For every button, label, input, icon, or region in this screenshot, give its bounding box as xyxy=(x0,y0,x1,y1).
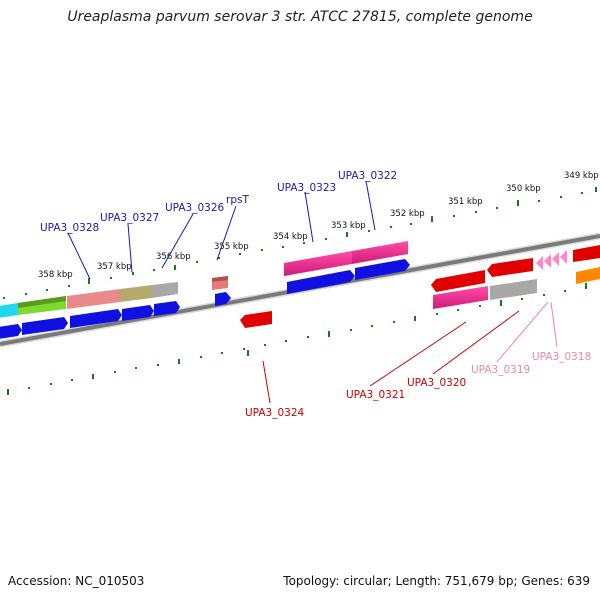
scale-label: 356 kbp xyxy=(156,252,191,262)
gene-feature xyxy=(212,276,228,282)
gene-feature xyxy=(284,251,352,276)
gene-feature xyxy=(240,311,272,328)
gene-feature xyxy=(18,296,66,308)
map-title: Ureaplasma parvum serovar 3 str. ATCC 27… xyxy=(67,9,533,25)
scale-label: 350 kbp xyxy=(506,184,541,194)
gene-feature xyxy=(215,292,231,306)
gene-labels: UPA3_0328 UPA3_0327 UPA3_0326 rpsT UPA3_… xyxy=(40,170,591,419)
gene-feature xyxy=(287,270,355,294)
scale-label: 353 kbp xyxy=(331,221,366,231)
gene-feature xyxy=(433,286,488,309)
scale-label: 358 kbp xyxy=(38,270,73,280)
gene-feature xyxy=(70,309,122,328)
accession-text: Accession: NC_010503 xyxy=(8,574,145,588)
gene-feature xyxy=(544,254,551,268)
forward-outer-genes xyxy=(0,241,600,318)
scale-label: 357 kbp xyxy=(97,262,132,272)
gene-label: UPA3_0318 xyxy=(532,351,591,363)
gene-label: UPA3_0328 xyxy=(40,222,99,234)
gene-feature xyxy=(355,259,410,280)
gene-label: UPA3_0326 xyxy=(165,202,225,214)
gene-feature xyxy=(431,270,485,292)
gene-feature xyxy=(122,305,154,321)
topology-text: Topology: circular; Length: 751,679 bp; … xyxy=(283,574,590,588)
gene-feature xyxy=(67,289,120,309)
gene-label: UPA3_0321 xyxy=(346,389,405,401)
scale-labels: 358 kbp 357 kbp 356 kbp 355 kbp 354 kbp … xyxy=(38,171,599,280)
gene-feature xyxy=(487,258,533,277)
gene-feature xyxy=(0,303,18,318)
lower-tick-ruler xyxy=(7,283,587,395)
gene-feature xyxy=(352,241,408,264)
gene-feature xyxy=(576,267,600,284)
scale-label: 351 kbp xyxy=(448,197,483,207)
gene-label: UPA3_0322 xyxy=(338,170,397,182)
gene-label: UPA3_0320 xyxy=(407,377,466,389)
scale-label: 352 kbp xyxy=(390,209,425,219)
gene-feature xyxy=(490,279,537,300)
gene-label: UPA3_0324 xyxy=(245,407,305,419)
gene-feature xyxy=(560,250,567,264)
gene-label: UPA3_0323 xyxy=(277,182,336,194)
reverse-genes xyxy=(240,250,600,328)
gene-feature xyxy=(120,285,152,302)
gene-feature xyxy=(573,245,600,262)
gene-label: UPA3_0319 xyxy=(471,364,530,376)
label-leader-lines xyxy=(67,180,558,404)
gene-feature xyxy=(22,317,68,335)
gene-feature xyxy=(552,252,559,266)
scale-label: 355 kbp xyxy=(214,242,249,252)
scale-label: 354 kbp xyxy=(273,232,308,242)
gene-label: rpsT xyxy=(226,194,249,206)
scale-label: 349 kbp xyxy=(564,171,599,181)
gene-feature xyxy=(152,282,178,298)
gene-label: UPA3_0327 xyxy=(100,212,159,224)
gene-feature xyxy=(154,301,180,316)
forward-inner-genes xyxy=(0,259,410,339)
gene-feature xyxy=(0,324,22,339)
gene-feature xyxy=(536,256,543,270)
upper-tick-ruler xyxy=(3,187,597,299)
